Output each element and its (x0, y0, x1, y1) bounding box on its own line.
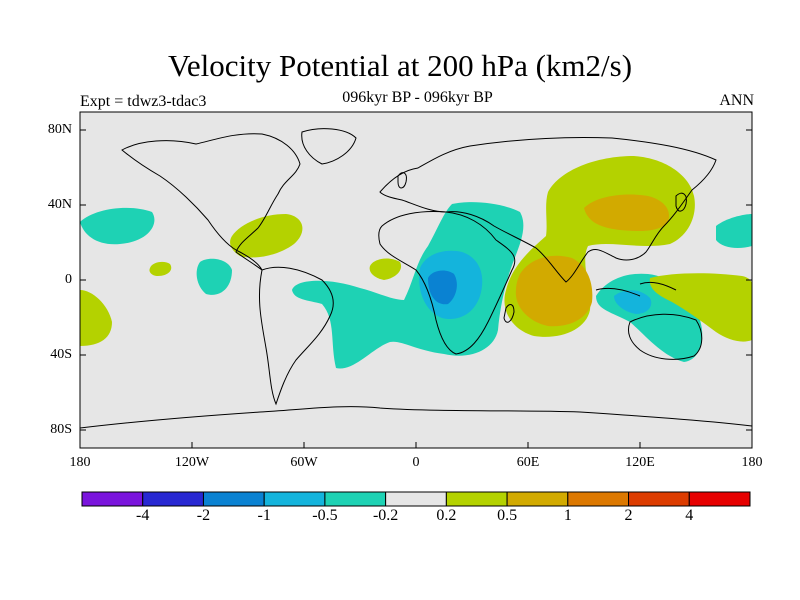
colorbar-swatch (688, 491, 751, 507)
coast-south-america (258, 266, 334, 406)
coast-australia (627, 313, 703, 360)
field-pos-indian-core (515, 255, 593, 327)
field-pos-australia-pacific (649, 273, 752, 342)
coast-north-america (121, 133, 301, 271)
colorbar-label: -0.2 (372, 507, 399, 524)
colorbar-label: -4 (136, 507, 150, 524)
colorbar-label: 4 (685, 507, 694, 524)
colorbar-swatch (445, 491, 508, 507)
field-pos-east-pacific-small (149, 261, 172, 276)
field-neg-congo-center (428, 270, 457, 305)
lat-label-80s: 80S (50, 422, 72, 437)
field-pos-west-africa (369, 258, 402, 280)
lon-label-180-left: 180 (69, 455, 91, 470)
field-neg-central-pacific (80, 207, 155, 245)
lat-label-80n: 80N (47, 122, 72, 137)
coast-madagascar (503, 304, 515, 323)
lon-label-60w: 60W (290, 455, 318, 470)
lat-label-0: 0 (65, 272, 72, 287)
colorbar-swatch (628, 491, 690, 507)
contour-fields (80, 156, 752, 369)
colorbar-swatch (263, 491, 326, 507)
colorbar-swatch (506, 491, 569, 507)
coast-africa (378, 211, 516, 355)
lon-label-120e: 120E (625, 455, 655, 470)
field-neg-east-pacific (196, 258, 232, 295)
experiment-label: Expt = tdwz3-tdac3 (80, 93, 207, 110)
colorbar-label: 1 (563, 507, 572, 524)
coast-antarctica (80, 406, 752, 429)
colorbar-label: -0.5 (312, 507, 338, 524)
field-pos-west-pacific (80, 290, 112, 346)
field-neg-west-pacific-east (716, 214, 752, 248)
map-title: Velocity Potential at 200 hPa (km2/s) (167, 48, 633, 83)
season-label: ANN (719, 92, 754, 109)
colorbar-label: 0.5 (497, 507, 518, 524)
colorbar-label: 2 (624, 507, 633, 524)
field-neg-maritime-core (614, 290, 652, 314)
lat-label-40n: 40N (47, 197, 72, 212)
lon-label-0: 0 (412, 455, 420, 470)
field-pos-caribbean (230, 214, 303, 258)
colorbar-label: -1 (257, 507, 271, 524)
field-pos-east-asia-core (584, 194, 670, 232)
colorbar-label: -2 (196, 507, 211, 524)
coast-europe-asia (379, 136, 717, 283)
map-subtitle: 096kyr BP - 096kyr BP (342, 89, 493, 106)
colorbar-swatch (202, 491, 265, 507)
coast-japan (675, 192, 687, 212)
lon-label-60e: 60E (516, 455, 540, 470)
colorbar-label: 0.2 (436, 507, 457, 524)
field-neg-atlantic-africa (292, 202, 524, 369)
coastlines (80, 128, 752, 429)
axis-ticks (79, 129, 753, 448)
colorbar-swatch (567, 491, 630, 507)
lon-label-120w: 120W (174, 455, 210, 470)
colorbar-swatch (385, 491, 447, 507)
colorbar (81, 491, 751, 507)
coast-indonesia (595, 281, 677, 297)
coast-uk (397, 172, 407, 189)
coast-greenland (301, 128, 357, 165)
colorbar-swatch (81, 491, 144, 507)
colorbar-swatch (324, 491, 387, 507)
lat-label-40s: 40S (50, 347, 72, 362)
colorbar-swatch (142, 491, 204, 507)
lon-label-180-right: 180 (741, 455, 763, 470)
